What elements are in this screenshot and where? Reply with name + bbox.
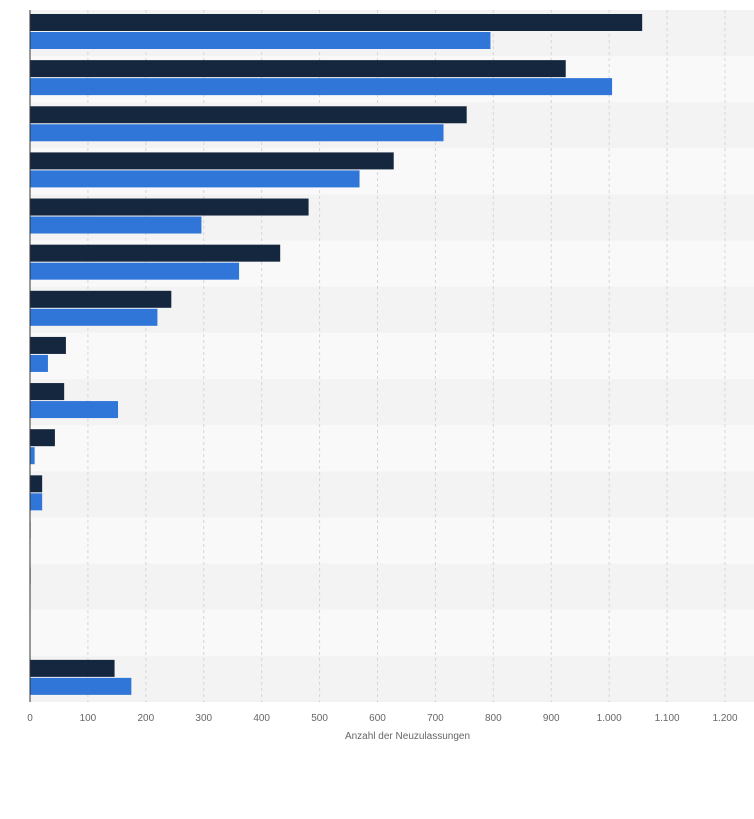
bar[interactable] xyxy=(30,429,55,447)
bar[interactable] xyxy=(30,170,360,188)
bar[interactable] xyxy=(30,308,158,326)
x-tick-label: 1.000 xyxy=(597,713,622,724)
bar[interactable] xyxy=(30,106,467,124)
x-tick-label: 900 xyxy=(543,713,560,724)
x-tick-label: 400 xyxy=(253,713,270,724)
bar[interactable] xyxy=(30,659,115,677)
bar[interactable] xyxy=(30,475,43,493)
x-tick-label: 500 xyxy=(311,713,328,724)
x-tick-label: 100 xyxy=(80,713,97,724)
x-tick-label: 200 xyxy=(137,713,154,724)
x-tick-label: 600 xyxy=(369,713,386,724)
bar[interactable] xyxy=(30,336,66,354)
row-band xyxy=(30,563,754,610)
row-band xyxy=(30,425,754,472)
bars xyxy=(30,14,643,695)
bar[interactable] xyxy=(30,383,65,401)
bar[interactable] xyxy=(30,78,613,96)
bar[interactable] xyxy=(30,244,281,262)
bar[interactable] xyxy=(30,401,119,419)
bar[interactable] xyxy=(30,60,566,78)
bar[interactable] xyxy=(30,493,43,511)
bar[interactable] xyxy=(30,677,132,695)
bar[interactable] xyxy=(30,216,202,234)
x-tick-label: 300 xyxy=(195,713,212,724)
row-band xyxy=(30,655,754,702)
bar[interactable] xyxy=(30,124,444,142)
x-tick-label: 800 xyxy=(485,713,502,724)
x-tick-label: 1.100 xyxy=(655,713,680,724)
bar[interactable] xyxy=(30,262,240,280)
row-band xyxy=(30,471,754,518)
x-axis-title: Anzahl der Neuzulassungen xyxy=(345,731,470,742)
bar[interactable] xyxy=(30,198,309,216)
x-tick-labels: 0 100 200 300 400 500 600 700 800 900 1.000 1.100 1.… xyxy=(27,713,738,724)
bar[interactable] xyxy=(30,152,394,170)
bar[interactable] xyxy=(30,447,35,465)
bar[interactable] xyxy=(30,32,491,49)
row-band xyxy=(30,517,754,564)
x-tick-label: 0 xyxy=(27,713,33,724)
row-band xyxy=(30,332,754,380)
bar[interactable] xyxy=(30,14,643,31)
row-band xyxy=(30,379,754,426)
bar[interactable] xyxy=(30,354,48,372)
x-tick-label: 1.200 xyxy=(712,713,737,724)
row-band xyxy=(30,609,754,656)
bar[interactable] xyxy=(30,290,172,308)
x-tick-label: 700 xyxy=(427,713,444,724)
